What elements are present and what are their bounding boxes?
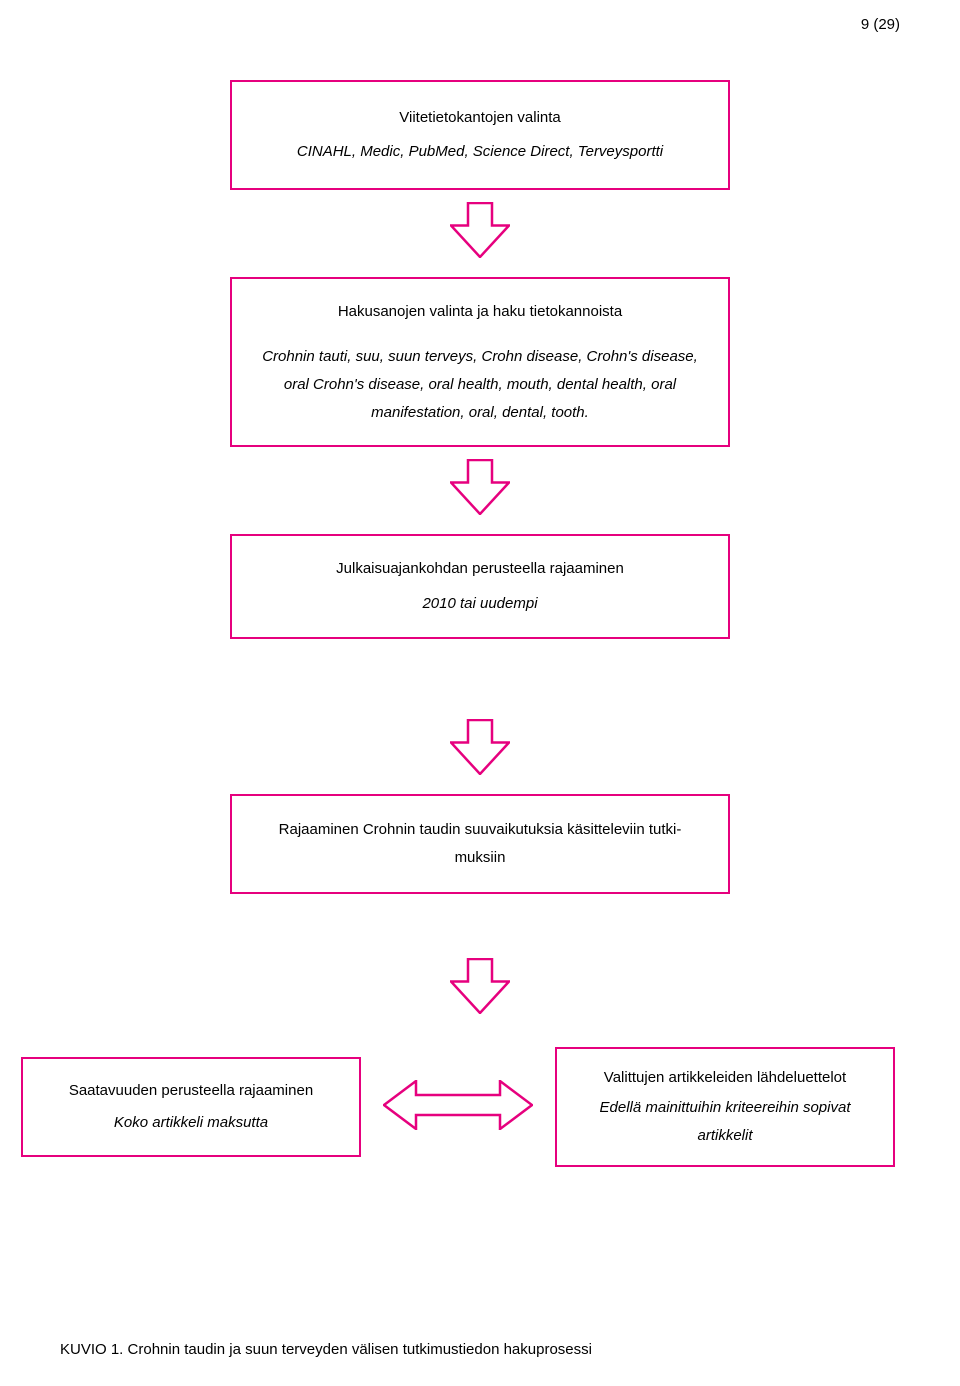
flowchart: Viitetietokantojen valinta CINAHL, Medic… — [0, 80, 960, 1167]
box-publication-date: Julkaisuajankohdan perusteella rajaamine… — [230, 534, 730, 639]
box3-subtitle: 2010 tai uudempi — [422, 590, 537, 619]
box-search-terms: Hakusanojen valinta ja haku tietokannois… — [230, 277, 730, 447]
figure-caption: KUVIO 1. Crohnin taudin ja suun terveyde… — [60, 1341, 592, 1358]
box1-title: Viitetietokantojen valinta — [399, 104, 561, 133]
box1-subtitle: CINAHL, Medic, PubMed, Science Direct, T… — [297, 138, 663, 167]
box5-subtitle: Koko artikkeli maksutta — [114, 1109, 268, 1138]
arrow-down-icon — [450, 719, 510, 780]
arrow-down-icon — [450, 459, 510, 520]
box6-line2: Edellä mainittuihin kriteereihin sopivat — [600, 1094, 851, 1122]
box-databases: Viitetietokantojen valinta CINAHL, Medic… — [230, 80, 730, 190]
box-crohn-filter: Rajaaminen Crohnin taudin suuvaikutuksia… — [230, 794, 730, 894]
box2-subtitle: Crohnin tauti, suu, suun terveys, Crohn … — [258, 343, 702, 426]
bottom-row: Saatavuuden perusteella rajaaminen Koko … — [21, 1047, 895, 1167]
box4-line1: Rajaaminen Crohnin taudin suuvaikutuksia… — [279, 816, 682, 845]
box-reference-lists: Valittujen artikkeleiden lähdeluettelot … — [555, 1047, 895, 1167]
box5-title: Saatavuuden perusteella rajaaminen — [69, 1077, 313, 1106]
box4-line2: muksiin — [455, 844, 506, 873]
page-number: 9 (29) — [861, 16, 900, 33]
box3-title: Julkaisuajankohdan perusteella rajaamine… — [336, 555, 624, 584]
box-availability: Saatavuuden perusteella rajaaminen Koko … — [21, 1057, 361, 1157]
box6-line1: Valittujen artikkeleiden lähdeluettelot — [604, 1064, 846, 1092]
arrow-double-icon — [383, 1080, 533, 1135]
box6-line3: artikkelit — [697, 1122, 752, 1150]
box2-title: Hakusanojen valinta ja haku tietokannois… — [338, 298, 622, 326]
arrow-down-icon — [450, 958, 510, 1019]
arrow-down-icon — [450, 202, 510, 263]
